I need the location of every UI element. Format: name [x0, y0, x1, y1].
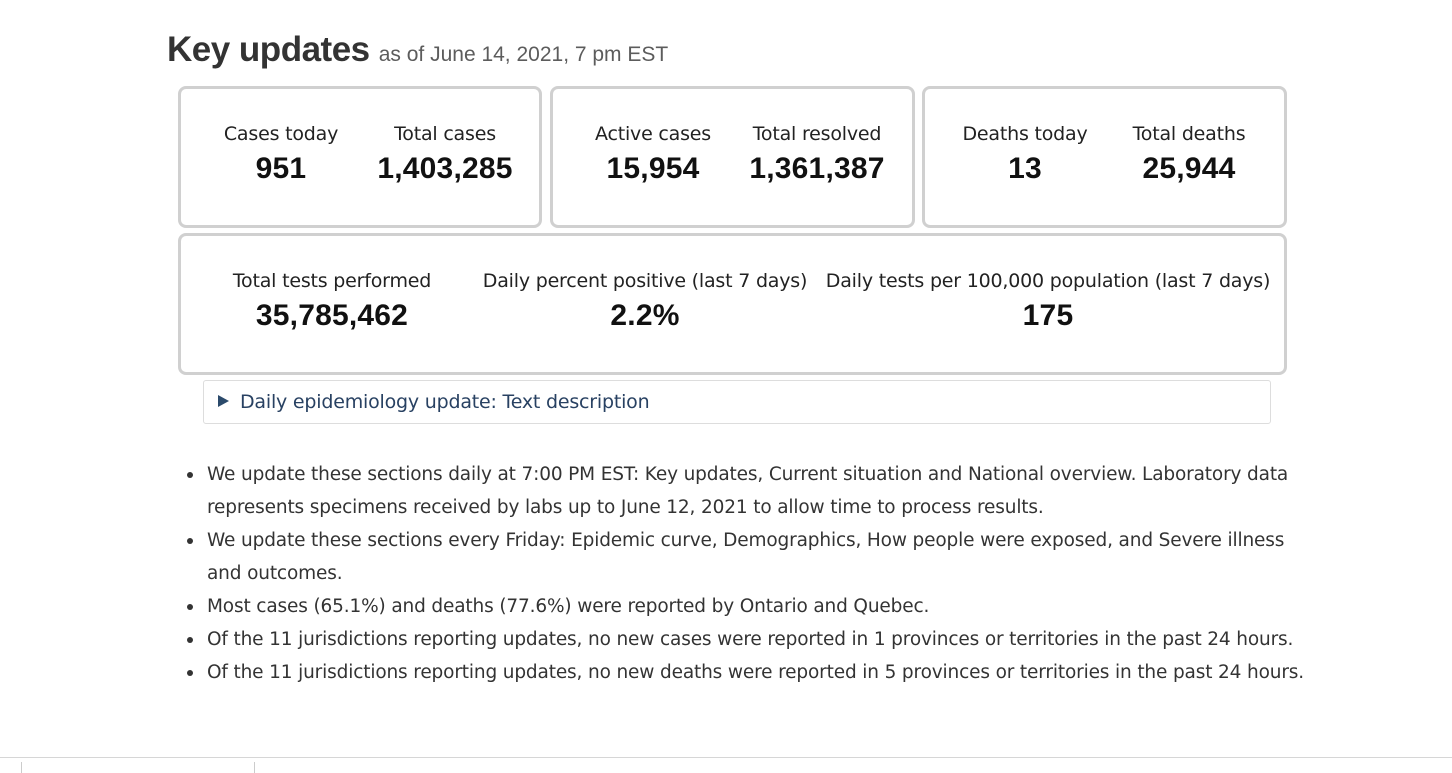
- stat-value: 1,361,387: [749, 152, 885, 185]
- expand-triangle-icon: [218, 395, 229, 407]
- details-summary-label: Daily epidemiology update: Text descript…: [240, 391, 650, 413]
- stat-tests-per-100k: Daily tests per 100,000 population (last…: [825, 270, 1271, 333]
- divider: [0, 757, 1452, 758]
- stat-cases-today: Cases today 951: [224, 123, 338, 186]
- list-item: We update these sections every Friday: E…: [187, 524, 1317, 590]
- stat-label: Total resolved: [752, 123, 882, 145]
- stat-value: 175: [1022, 299, 1074, 332]
- notes-list: We update these sections daily at 7:00 P…: [187, 458, 1317, 689]
- active-card: Active cases 15,954 Total resolved 1,361…: [550, 86, 915, 228]
- stat-label: Total tests performed: [232, 270, 432, 292]
- stat-total-tests: Total tests performed 35,785,462: [233, 270, 431, 333]
- stat-value: 951: [255, 152, 307, 185]
- epidemiology-details-toggle[interactable]: Daily epidemiology update: Text descript…: [203, 380, 1271, 424]
- stat-value: 2.2%: [610, 299, 680, 332]
- stat-label: Total deaths: [1132, 123, 1246, 145]
- page-heading: Key updates as of June 14, 2021, 7 pm ES…: [167, 30, 668, 70]
- stat-label: Cases today: [223, 123, 339, 145]
- list-item: We update these sections daily at 7:00 P…: [187, 458, 1317, 524]
- list-item: Of the 11 jurisdictions reporting update…: [187, 623, 1317, 656]
- stat-value: 15,954: [606, 152, 700, 185]
- stat-label: Active cases: [595, 123, 711, 145]
- stat-value: 1,403,285: [377, 152, 513, 185]
- divider: [254, 762, 255, 773]
- stat-total-deaths: Total deaths 25,944: [1133, 123, 1246, 186]
- stat-total-cases: Total cases 1,403,285: [377, 123, 512, 186]
- stat-label: Total cases: [394, 123, 496, 145]
- stat-total-resolved: Total resolved 1,361,387: [749, 123, 884, 186]
- list-item: Most cases (65.1%) and deaths (77.6%) we…: [187, 590, 1317, 623]
- tests-card: Total tests performed 35,785,462 Daily p…: [178, 233, 1287, 375]
- stat-label: Daily tests per 100,000 population (last…: [825, 270, 1271, 292]
- list-item: Of the 11 jurisdictions reporting update…: [187, 656, 1317, 689]
- page-title: Key updates: [167, 30, 370, 69]
- page-subtitle: as of June 14, 2021, 7 pm EST: [378, 43, 669, 66]
- stat-value: 25,944: [1142, 152, 1236, 185]
- deaths-card: Deaths today 13 Total deaths 25,944: [922, 86, 1287, 228]
- cases-card: Cases today 951 Total cases 1,403,285: [178, 86, 542, 228]
- divider: [21, 762, 22, 773]
- stat-label: Daily percent positive (last 7 days): [482, 270, 808, 292]
- stat-percent-positive: Daily percent positive (last 7 days) 2.2…: [482, 270, 808, 333]
- stat-value: 35,785,462: [255, 299, 409, 332]
- stat-label: Deaths today: [962, 123, 1088, 145]
- stat-active-cases: Active cases 15,954: [595, 123, 711, 186]
- stat-value: 13: [1008, 152, 1042, 185]
- stat-deaths-today: Deaths today 13: [962, 123, 1087, 186]
